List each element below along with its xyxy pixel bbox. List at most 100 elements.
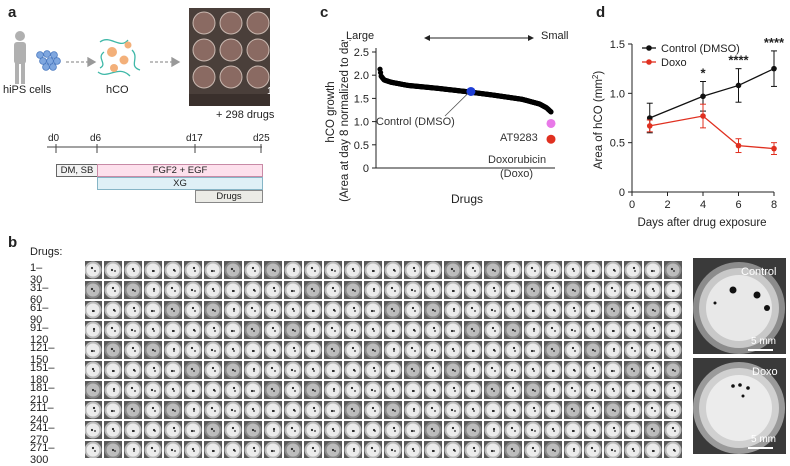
organoid xyxy=(154,430,156,432)
well-inner xyxy=(486,443,500,457)
organoid xyxy=(290,426,294,430)
organoid xyxy=(354,290,356,292)
organoid xyxy=(453,310,455,312)
data-point xyxy=(735,82,742,89)
organoid xyxy=(114,290,116,292)
organoid xyxy=(613,310,615,312)
organoid xyxy=(133,450,135,452)
x-axis-label: Drugs xyxy=(451,192,483,206)
well-inner xyxy=(426,323,440,337)
organoid xyxy=(232,386,236,390)
label-at9283: AT9283 xyxy=(500,132,538,144)
organoid xyxy=(193,450,195,452)
organoid xyxy=(472,446,476,450)
organoid xyxy=(312,406,316,410)
organoid xyxy=(172,426,176,430)
organoid xyxy=(674,430,676,432)
well-inner xyxy=(566,403,580,417)
organoid xyxy=(253,370,255,372)
organoid xyxy=(670,408,674,412)
organoid xyxy=(353,270,355,272)
organoid xyxy=(234,410,236,412)
organoid xyxy=(514,350,516,352)
organoid xyxy=(211,366,215,370)
well-inner xyxy=(286,343,300,357)
well-inner xyxy=(206,323,220,337)
row-label: 151–180 xyxy=(30,362,55,386)
organoid xyxy=(593,330,595,332)
organoid xyxy=(554,450,556,452)
organoid xyxy=(174,290,176,292)
organoid xyxy=(131,346,135,350)
well-inner xyxy=(446,263,460,277)
organoid xyxy=(470,327,474,331)
organoid xyxy=(493,390,495,392)
organoid xyxy=(553,350,555,352)
highlight-point xyxy=(546,134,556,144)
organoid xyxy=(253,330,255,332)
organoid xyxy=(390,286,394,290)
organoid xyxy=(194,270,196,272)
well-inner xyxy=(466,303,480,317)
organoid xyxy=(670,329,674,333)
doxo-scale-label: 5 mm xyxy=(751,434,776,445)
well-inner xyxy=(526,323,540,337)
organoid xyxy=(650,427,654,431)
organoid xyxy=(452,307,456,311)
organoid xyxy=(494,290,496,292)
organoid xyxy=(594,410,596,412)
well-inner xyxy=(186,343,200,357)
organoid xyxy=(270,449,274,453)
organoid xyxy=(631,306,635,310)
organoid xyxy=(151,406,155,410)
organoid xyxy=(272,286,276,290)
well-inner xyxy=(506,263,520,277)
organoid xyxy=(431,366,435,370)
well-inner xyxy=(286,283,300,297)
well-inner xyxy=(106,283,120,297)
highlight-point xyxy=(546,118,556,128)
y-axis-label-2: (Area at day 8 normalized to day 1) xyxy=(339,40,351,202)
organoid xyxy=(394,270,396,272)
organoid xyxy=(610,369,614,373)
organoid xyxy=(332,387,336,391)
organoid xyxy=(314,270,316,272)
organoid xyxy=(592,287,596,291)
series-line xyxy=(649,68,775,119)
organoid xyxy=(291,386,295,390)
well-inner xyxy=(166,343,180,357)
organoid xyxy=(430,348,434,352)
organoid xyxy=(614,270,616,272)
data-point xyxy=(646,115,653,121)
organoid xyxy=(451,347,455,351)
organoid xyxy=(651,308,655,312)
well-inner xyxy=(166,423,180,437)
well-inner xyxy=(186,403,200,417)
well-inner xyxy=(486,423,500,437)
organoid xyxy=(414,350,416,352)
organoid xyxy=(634,330,636,332)
organoid xyxy=(294,410,296,412)
x-tick-label: 4 xyxy=(700,199,706,211)
y-tick-label: 0 xyxy=(363,163,369,175)
organoid xyxy=(393,350,395,352)
organoid xyxy=(113,390,115,392)
well-inner xyxy=(466,443,480,457)
panel-a-label: a xyxy=(8,4,17,21)
organoid xyxy=(614,410,616,412)
well-inner xyxy=(306,263,320,277)
organoid xyxy=(490,366,494,370)
well-inner xyxy=(126,343,140,357)
organoid xyxy=(674,370,676,372)
organoid xyxy=(134,310,136,312)
organoid xyxy=(114,450,116,452)
organoid xyxy=(450,267,454,271)
well-inner xyxy=(666,303,680,317)
organoid xyxy=(193,410,195,412)
organoid xyxy=(274,310,276,312)
organoid xyxy=(313,330,315,332)
organoid xyxy=(193,430,195,432)
organoid xyxy=(331,427,335,431)
organoid xyxy=(110,268,114,272)
organoid xyxy=(474,290,476,292)
